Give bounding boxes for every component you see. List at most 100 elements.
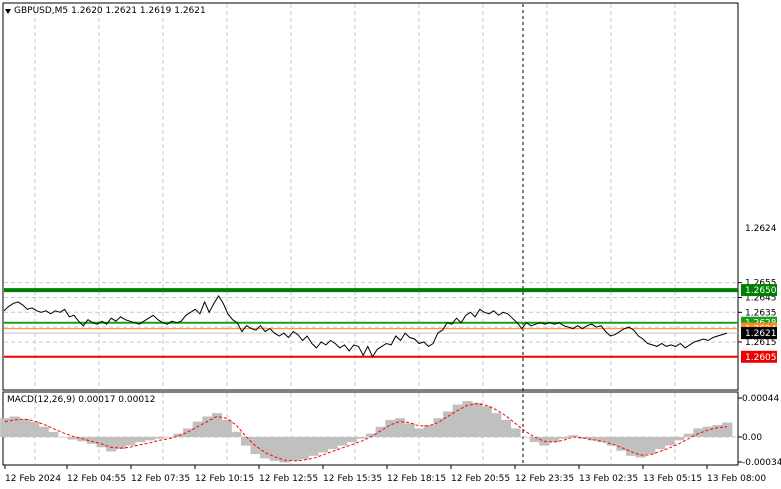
macd-hist-bar	[9, 416, 20, 437]
macd-hist-bar	[616, 437, 627, 451]
macd-hist-bar	[202, 416, 213, 437]
chart-header: GBPUSD,M5 1.2620 1.2621 1.2619 1.2621	[5, 5, 206, 17]
macd-hist-bar	[635, 437, 646, 458]
macd-hist-bar	[674, 437, 685, 441]
macd-hist-bar	[404, 423, 415, 437]
dropdown-triangle-icon[interactable]	[5, 9, 11, 14]
macd-hist-bar	[221, 419, 232, 437]
y-tick-label: 1.2655	[745, 279, 777, 289]
macd-hist-bar	[683, 433, 694, 437]
macd-hist-bar	[452, 404, 463, 437]
macd-hist-bar	[135, 437, 146, 443]
level-badge-label: 1.2621	[745, 329, 777, 339]
x-tick-label: 13 Feb 02:35	[579, 474, 638, 484]
x-tick-label: 13 Feb 05:15	[643, 474, 702, 484]
symbol-label: GBPUSD,M5	[14, 6, 69, 16]
macd-hist-bar	[260, 437, 271, 459]
level-badge-label: 1.2605	[745, 353, 777, 363]
macd-hist-bar	[693, 428, 704, 437]
x-tick-label: 12 Feb 15:35	[323, 474, 382, 484]
macd-y-tick-label: 0.00044	[742, 394, 779, 404]
x-tick-label: 12 Feb 18:15	[387, 474, 446, 484]
x-tick-label: 12 Feb 2024	[5, 474, 61, 484]
macd-hist-bar	[587, 437, 598, 441]
macd-hist-bar	[462, 401, 473, 437]
macd-hist-bar	[29, 421, 40, 437]
macd-hist-bar	[269, 437, 280, 461]
x-tick-label: 12 Feb 20:55	[451, 474, 510, 484]
macd-hist-bar	[356, 437, 367, 439]
macd-label: MACD(12,26,9) 0.00017 0.00012	[7, 395, 156, 405]
macd-hist-bar	[443, 411, 454, 437]
macd-hist-bar	[654, 437, 665, 449]
ohlc-values: 1.2620 1.2621 1.2619 1.2621	[71, 6, 206, 16]
macd-y-tick-label: 0.00	[742, 433, 762, 443]
level-badge-label: 1.2650	[745, 286, 777, 296]
macd-hist-bar	[346, 437, 357, 443]
macd-hist-bar	[722, 422, 733, 437]
macd-hist-bar	[67, 437, 78, 440]
macd-hist-bar	[192, 421, 203, 437]
macd-hist-bar	[664, 437, 675, 446]
macd-hist-bar	[520, 437, 531, 438]
x-tick-label: 12 Feb 23:35	[515, 474, 574, 484]
macd-signal-line	[4, 403, 728, 462]
macd-hist-bar	[298, 437, 309, 460]
macd-hist-bar	[385, 419, 396, 437]
macd-hist-bar	[471, 402, 483, 437]
price-series-line	[3, 295, 728, 358]
macd-hist-bar	[702, 426, 714, 437]
macd-hist-bar	[38, 426, 49, 437]
macd-hist-bar	[491, 413, 502, 437]
x-tick-label: 12 Feb 04:55	[67, 474, 126, 484]
macd-hist-bar	[57, 437, 69, 438]
level-badge	[741, 327, 777, 340]
macd-hist-bar	[597, 437, 608, 443]
macd-hist-bar	[337, 437, 348, 446]
price-panel-frame	[2, 2, 739, 391]
macd-hist-bar	[144, 437, 155, 441]
macd-hist-bar	[279, 437, 290, 463]
y-tick-label: 1.2645	[745, 293, 777, 303]
macd-hist-bar	[0, 418, 11, 437]
macd-hist-bar	[481, 406, 492, 437]
macd-hist-bar	[606, 437, 617, 446]
macd-hist-bar	[568, 435, 579, 437]
macd-hist-bar	[163, 437, 174, 438]
macd-hist-bar	[96, 437, 107, 448]
x-tick-label: 12 Feb 07:35	[131, 474, 190, 484]
macd-hist-bar	[106, 437, 117, 452]
macd-hist-bar	[414, 428, 425, 437]
macd-hist-bar	[529, 437, 540, 443]
macd-hist-bar	[125, 437, 136, 446]
macd-hist-bar	[712, 425, 723, 437]
macd-hist-bar	[577, 437, 588, 439]
macd-hist-bar	[183, 428, 194, 437]
level-badge	[741, 284, 777, 297]
macd-hist-bar	[289, 437, 300, 461]
macd-hist-bar	[558, 437, 569, 439]
macd-hist-bar	[240, 437, 252, 446]
macd-hist-bar	[48, 431, 59, 437]
macd-hist-bar	[317, 437, 329, 453]
macd-hist-bar	[548, 437, 560, 443]
macd-hist-bar	[308, 437, 319, 456]
macd-hist-bar	[327, 437, 338, 449]
y-tick-label: 1.2635	[745, 308, 777, 318]
level-badge	[741, 350, 777, 363]
macd-hist-bar	[115, 437, 126, 449]
macd-hist-bar	[154, 437, 165, 439]
y-tick-label-partial: 1.2624	[745, 224, 777, 234]
macd-hist-bar	[366, 433, 377, 437]
macd-y-tick-label: -0.00034	[742, 458, 781, 468]
macd-hist-bar	[212, 413, 223, 437]
macd-hist-bar	[433, 418, 444, 437]
y-tick-label: 1.2615	[745, 338, 777, 348]
x-tick-label: 13 Feb 08:00	[707, 474, 766, 484]
macd-hist-bar	[231, 431, 242, 437]
macd-hist-bar	[86, 437, 97, 444]
x-tick-label: 12 Feb 12:55	[259, 474, 318, 484]
macd-hist-bar	[173, 433, 184, 437]
macd-hist-bar	[645, 437, 656, 455]
